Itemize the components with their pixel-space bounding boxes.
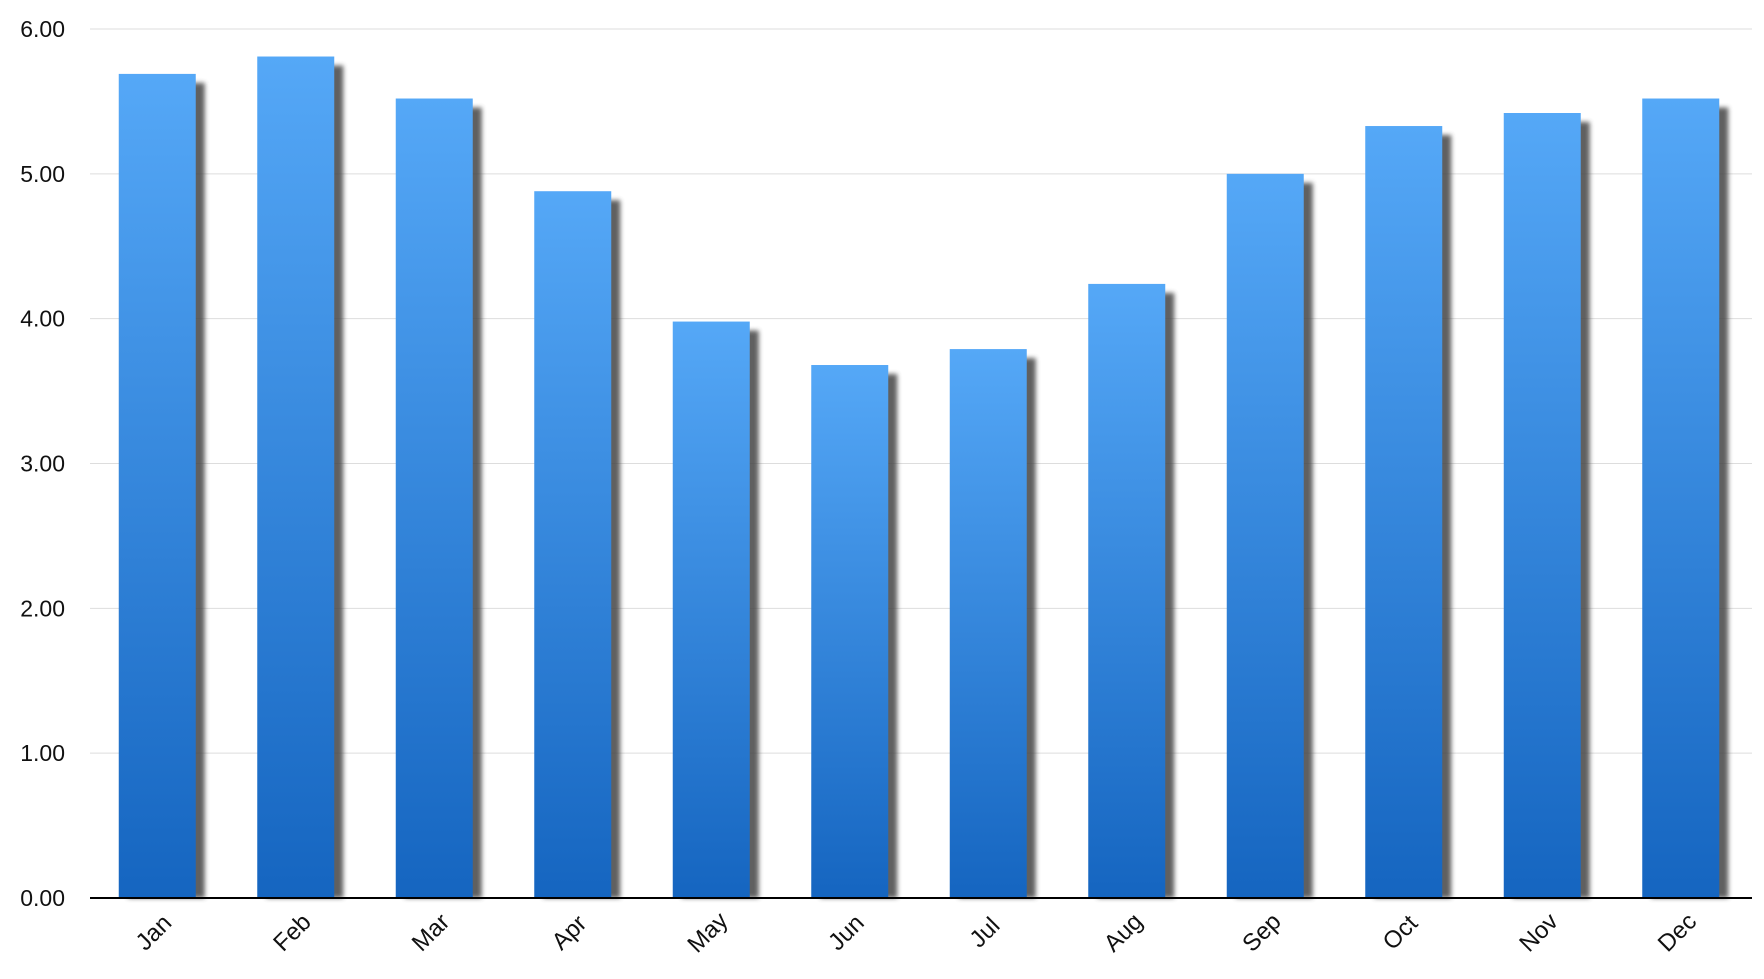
x-tick-label: Jun <box>823 909 869 955</box>
y-tick-label: 1.00 <box>20 740 65 766</box>
x-tick-label: Feb <box>268 909 316 957</box>
y-tick-label: 5.00 <box>20 161 65 187</box>
x-tick-label: May <box>682 907 733 958</box>
bar <box>1088 283 1166 898</box>
y-tick-label: 0.00 <box>20 885 65 911</box>
bar <box>1503 113 1581 898</box>
bar <box>257 56 335 899</box>
x-axis-ticks: Jan Feb Mar Apr May Jun Jul Aug Sep Oct Nov Dec <box>131 907 1702 958</box>
bar <box>534 191 612 899</box>
bar <box>118 73 196 899</box>
x-tick-label: Jan <box>131 909 177 955</box>
x-tick-label: Nov <box>1514 908 1563 957</box>
y-tick-label: 4.00 <box>20 306 65 332</box>
bars <box>118 56 1729 899</box>
x-tick-label: Apr <box>547 910 593 956</box>
bar <box>811 365 889 899</box>
x-tick-label: Dec <box>1653 908 1702 957</box>
y-tick-label: 2.00 <box>20 595 65 621</box>
x-tick-label: Oct <box>1378 910 1424 956</box>
x-tick-label: Sep <box>1237 908 1286 957</box>
bar <box>1365 126 1443 898</box>
bar <box>949 349 1027 898</box>
y-tick-label: 3.00 <box>20 451 65 477</box>
y-tick-label: 6.00 <box>20 16 65 42</box>
bar <box>1226 173 1304 899</box>
x-tick-label: Jul <box>965 912 1006 953</box>
gridlines <box>90 28 1752 754</box>
x-tick-label: Mar <box>407 909 455 957</box>
bar <box>1642 98 1720 898</box>
bar <box>672 321 750 898</box>
x-tick-label: Aug <box>1099 908 1148 957</box>
y-axis-ticks: 0.00 1.00 2.00 3.00 4.00 5.00 6.00 <box>20 16 65 911</box>
bar <box>395 98 473 898</box>
